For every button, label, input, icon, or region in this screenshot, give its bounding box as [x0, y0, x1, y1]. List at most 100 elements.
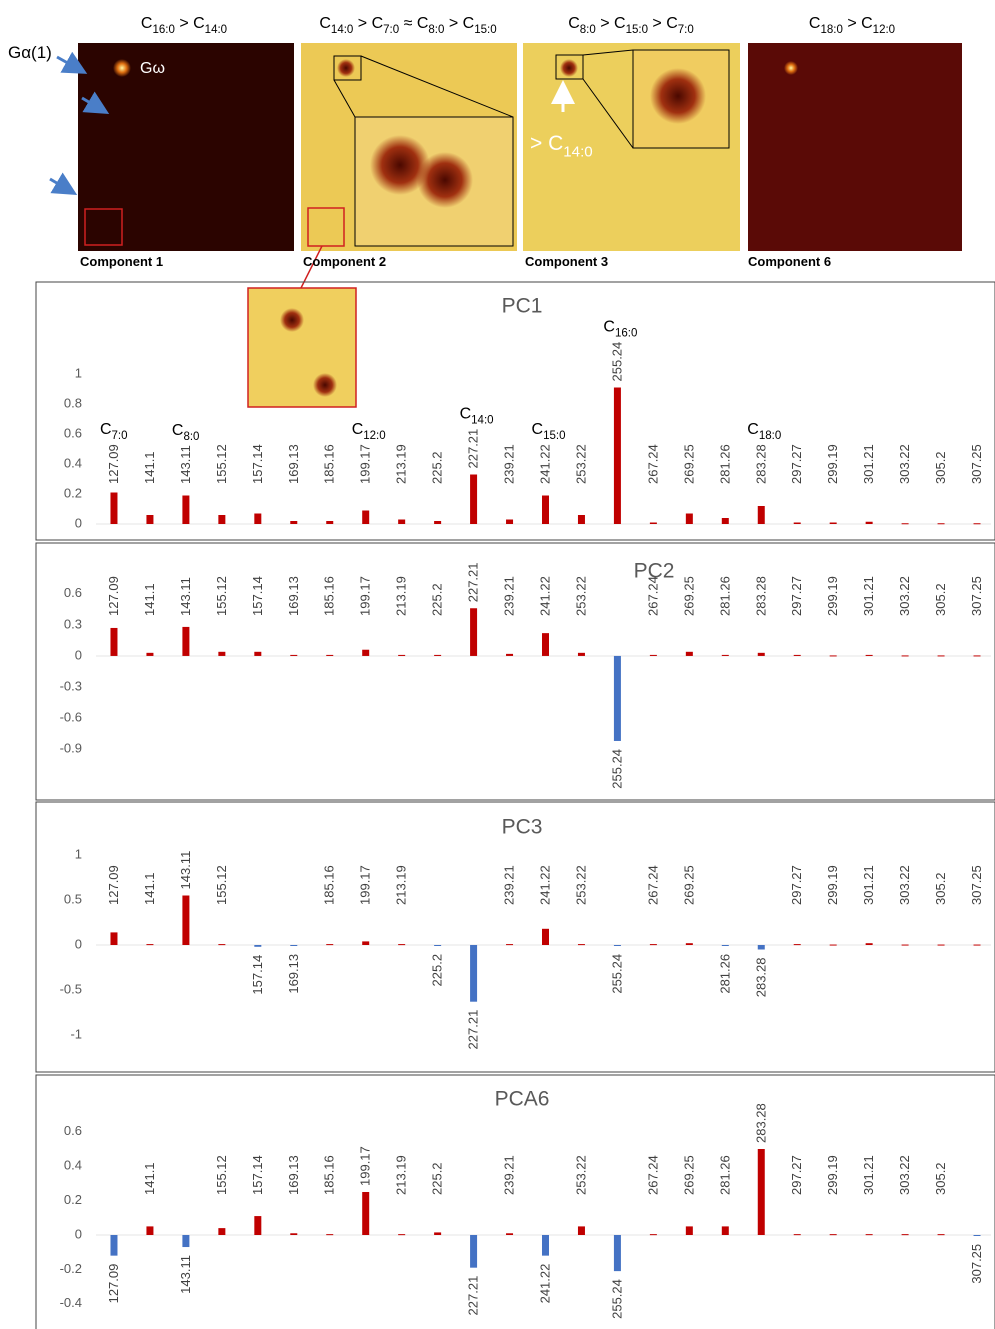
text-segment: C — [319, 15, 331, 32]
x-tick-label: 225.2 — [430, 451, 445, 484]
text-segment: C — [172, 422, 184, 439]
bar — [649, 654, 657, 656]
bar — [577, 944, 585, 946]
panel-title: C8:0 > C15:0 > C7:0 — [568, 15, 694, 36]
x-tick-label: 305.2 — [933, 583, 948, 616]
x-tick-label: 301.21 — [861, 865, 876, 905]
highlight-box — [307, 207, 345, 247]
bar — [506, 519, 514, 524]
x-tick-label: 297.27 — [789, 576, 804, 616]
bar — [901, 1234, 909, 1236]
bar — [182, 495, 190, 524]
hotspot — [370, 135, 430, 195]
x-tick-label: 227.21 — [466, 1276, 481, 1316]
image-component-6 — [748, 43, 962, 251]
bar — [901, 655, 909, 657]
x-tick-label: 281.26 — [717, 576, 732, 616]
x-tick-label: 155.12 — [214, 865, 229, 905]
chart-frame — [35, 281, 995, 541]
bar — [973, 523, 981, 525]
panel-label: Component 1 — [80, 254, 163, 269]
bar — [721, 1226, 729, 1235]
chart-frame — [35, 1074, 995, 1329]
subscript: 8:0 — [183, 431, 199, 443]
bar — [937, 655, 945, 657]
subscript: 15:0 — [543, 430, 565, 442]
x-tick-label: 303.22 — [897, 576, 912, 616]
text-segment: > C — [843, 15, 873, 32]
bar — [685, 513, 693, 524]
bar — [685, 943, 693, 945]
bar — [829, 522, 837, 524]
arrow — [81, 91, 110, 115]
zoom-line — [582, 49, 634, 56]
subscript: 7:0 — [112, 430, 128, 442]
bar — [793, 944, 801, 946]
text-segment: > C — [175, 15, 205, 32]
bar — [362, 649, 370, 656]
bar — [218, 651, 226, 656]
zoom-line — [360, 55, 514, 118]
x-tick-label: 227.21 — [466, 562, 481, 602]
x-tick-label: 299.19 — [825, 444, 840, 484]
panel-label: Component 2 — [303, 254, 386, 269]
bar — [254, 945, 262, 947]
hotspot — [337, 59, 355, 77]
subscript: 15:0 — [474, 24, 496, 36]
x-tick-label: 143.11 — [178, 445, 193, 484]
x-tick-label: 141.1 — [142, 1162, 157, 1195]
subscript: 8:0 — [428, 24, 444, 36]
x-tick-label: 241.22 — [538, 865, 553, 905]
bar — [146, 515, 154, 524]
bar — [542, 928, 549, 945]
y-tick-label: -0.4 — [60, 1295, 82, 1310]
zoom-line — [582, 78, 634, 149]
panel-title: C14:0 > C7:0 ≈ C8:0 > C15:0 — [319, 15, 496, 36]
subscript: 7:0 — [678, 24, 694, 36]
x-tick-label: 267.24 — [645, 1155, 660, 1195]
x-tick-label: 297.27 — [789, 444, 804, 484]
annotation: C7:0 — [100, 421, 128, 442]
bar — [434, 945, 442, 946]
x-tick-label: 199.17 — [358, 1146, 373, 1186]
bar — [937, 1234, 945, 1236]
bar — [218, 1228, 226, 1235]
x-tick-label: 155.12 — [214, 576, 229, 616]
bar — [937, 944, 945, 946]
bar — [685, 1226, 693, 1235]
x-tick-label: 301.21 — [861, 576, 876, 616]
bar — [649, 1234, 657, 1236]
bar — [110, 492, 118, 524]
text-segment: ≈ C — [399, 15, 428, 32]
bar — [542, 495, 549, 524]
bar — [398, 654, 406, 656]
x-tick-label: 283.28 — [753, 1103, 768, 1143]
x-tick-label: 143.11 — [178, 577, 193, 616]
x-tick-label: 185.16 — [322, 576, 337, 616]
text-segment: > C — [444, 15, 474, 32]
x-tick-label: 269.25 — [681, 576, 696, 616]
subscript: 18:0 — [759, 430, 781, 442]
x-tick-label: 157.14 — [250, 576, 265, 616]
x-tick-label: 305.2 — [933, 872, 948, 905]
annotation: Gω — [140, 60, 165, 77]
bar — [326, 944, 334, 946]
zoom-box — [555, 54, 584, 80]
y-tick-label: 0.5 — [64, 891, 82, 906]
bar — [793, 522, 801, 524]
bar — [434, 1232, 442, 1235]
bar — [470, 474, 478, 524]
x-tick-label: 307.25 — [969, 444, 984, 484]
x-tick-label: 141.1 — [142, 451, 157, 484]
x-tick-label: 255.24 — [609, 954, 624, 994]
x-tick-label: 269.25 — [681, 1155, 696, 1195]
chart-title: PC2 — [634, 560, 675, 583]
y-tick-label: 0 — [75, 1226, 82, 1241]
bar — [865, 654, 873, 656]
bar — [146, 944, 154, 946]
x-tick-label: 301.21 — [861, 444, 876, 484]
bar — [901, 944, 909, 946]
bar — [506, 1233, 514, 1235]
annotation: C16:0 — [603, 319, 637, 340]
